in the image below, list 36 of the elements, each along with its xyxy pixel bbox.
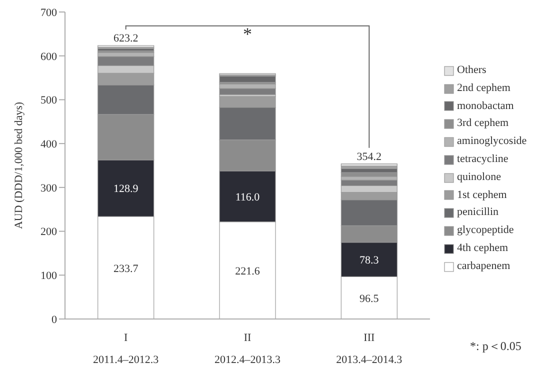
total-label: 354.2 bbox=[356, 150, 382, 163]
legend-label: tetracycline bbox=[457, 152, 508, 167]
total-label: 623.2 bbox=[113, 32, 138, 45]
y-tick-label: 400 bbox=[40, 138, 58, 150]
data-label: 116.0 bbox=[235, 191, 260, 204]
annotation: * bbox=[243, 24, 252, 44]
x-tick-label: III 2013.4–2014.3 bbox=[336, 332, 403, 366]
legend-label: glycopeptide bbox=[457, 223, 514, 238]
bar bbox=[340, 164, 398, 166]
legend-label: carbapenem bbox=[457, 258, 510, 274]
text: *: p＜0.05 bbox=[470, 338, 522, 355]
x-tick-label: I 2011.4–2012.3 bbox=[93, 332, 160, 366]
y-tick-label: 300 bbox=[40, 182, 58, 194]
y-tick-label: 500 bbox=[40, 94, 58, 107]
legend-label: aminoglycoside bbox=[457, 134, 527, 150]
legend-label: monobactam bbox=[457, 98, 514, 114]
y-tick-label: 200 bbox=[40, 226, 58, 238]
data-label: 221.6 bbox=[235, 265, 260, 278]
x-tick-label: II 2012.4–2013.3 bbox=[214, 332, 281, 366]
legend-label: 2nd cephem bbox=[457, 80, 510, 96]
y-tick-label: 700 bbox=[40, 6, 58, 19]
legend-label: penicillin bbox=[457, 205, 499, 220]
data-label: 78.3 bbox=[360, 254, 380, 267]
y-tick-label: 100 bbox=[40, 270, 58, 282]
legend-label: 1st cephem bbox=[457, 188, 507, 203]
data-label: 233.7 bbox=[113, 262, 139, 275]
bar bbox=[219, 76, 276, 83]
y-tick-label: 0 bbox=[52, 314, 58, 326]
legend-label: 4th cephem bbox=[457, 240, 508, 256]
legend-label: 3rd cephem bbox=[457, 116, 509, 132]
y-tick-label: 600 bbox=[40, 50, 58, 63]
legend-label: quinolone bbox=[457, 170, 501, 185]
data-label: 128.9 bbox=[113, 183, 139, 196]
data-label: 96.5 bbox=[360, 292, 380, 305]
y-axis-title: AUD (DDD/1,000 bed days) bbox=[12, 102, 25, 230]
legend-label: Others bbox=[457, 63, 486, 78]
